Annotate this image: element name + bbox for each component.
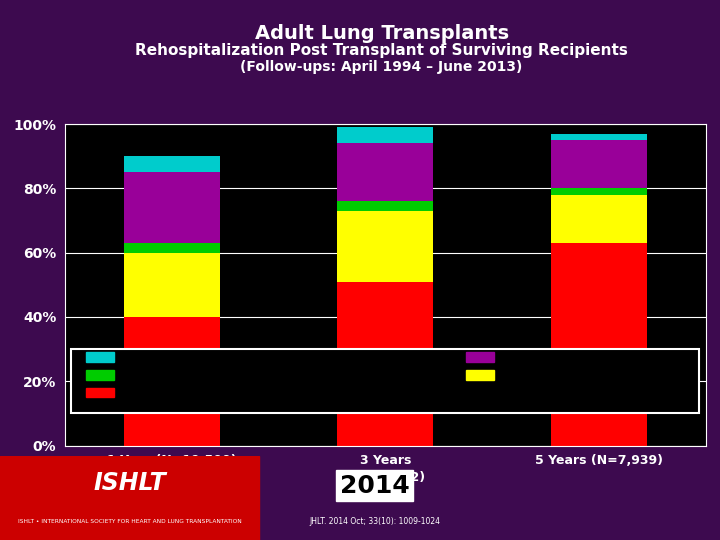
Bar (337, 201, 433, 211)
Bar (337, 127, 433, 144)
Text: ISHLT: ISHLT (93, 471, 166, 495)
Text: ISHLT • INTERNATIONAL SOCIETY FOR HEART AND LUNG TRANSPLANTATION: ISHLT • INTERNATIONAL SOCIETY FOR HEART … (18, 519, 241, 524)
Bar (86, 370, 114, 380)
Text: JHLT. 2014 Oct; 33(10): 1009-1024: JHLT. 2014 Oct; 33(10): 1009-1024 (309, 517, 440, 526)
Bar (551, 195, 647, 243)
Bar (551, 188, 647, 195)
Bar (0, 456, 259, 540)
Bar (124, 253, 220, 317)
Text: Adult Lung Transplants: Adult Lung Transplants (255, 24, 508, 43)
Bar (86, 352, 114, 362)
Text: (Follow-ups: April 1994 – June 2013): (Follow-ups: April 1994 – June 2013) (240, 60, 523, 75)
Bar (467, 352, 494, 362)
Bar (337, 211, 433, 282)
Text: Rehospitalization Post Transplant of Surviving Recipients: Rehospitalization Post Transplant of Sur… (135, 43, 628, 58)
Bar (86, 388, 114, 397)
Text: 2014: 2014 (340, 474, 409, 497)
Bar (337, 144, 433, 201)
Bar (551, 243, 647, 446)
Bar (124, 243, 220, 253)
Bar (551, 140, 647, 188)
Bar (337, 282, 433, 446)
Bar (124, 172, 220, 243)
Bar (71, 349, 699, 414)
Bar (124, 157, 220, 172)
Bar (467, 370, 494, 380)
Bar (124, 317, 220, 445)
Bar (551, 134, 647, 140)
